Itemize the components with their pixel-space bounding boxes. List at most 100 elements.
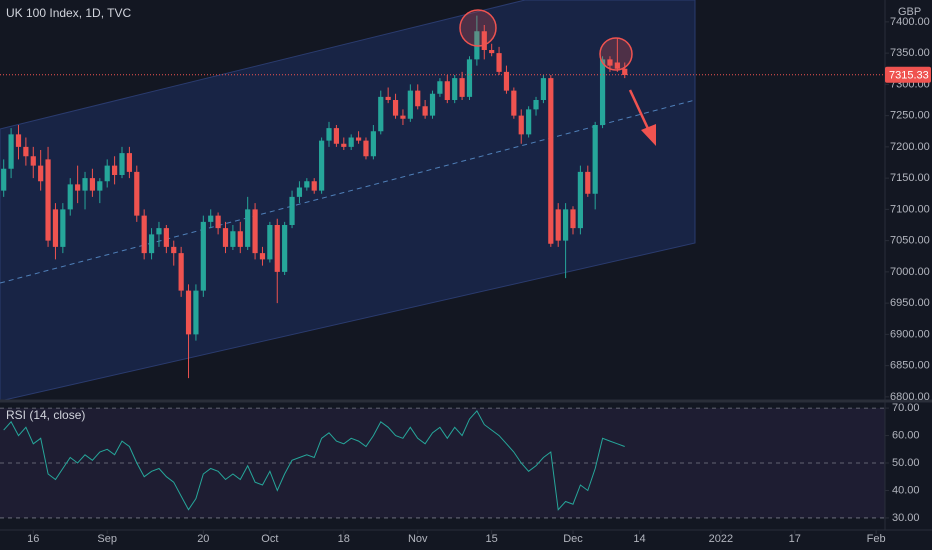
candle-body xyxy=(82,178,88,191)
x-tick-label: Oct xyxy=(261,533,278,545)
candle-body xyxy=(30,156,36,166)
candle-body xyxy=(341,143,347,147)
candle-body xyxy=(126,153,132,172)
arrow-shaft xyxy=(628,89,652,134)
candle-body xyxy=(289,196,295,225)
candle-body xyxy=(614,62,620,69)
y-tick-label: 7200.00 xyxy=(890,141,930,153)
y-tick-label: 60.00 xyxy=(892,429,920,441)
x-tick-label: 14 xyxy=(633,533,645,545)
candle-body xyxy=(533,100,539,110)
candle-body xyxy=(282,225,288,272)
y-tick-label: 7150.00 xyxy=(890,172,930,184)
y-tick-label: 7250.00 xyxy=(890,110,930,122)
candle-body xyxy=(38,165,44,182)
candle-body xyxy=(415,90,421,107)
candle-body xyxy=(326,128,332,141)
candle-body xyxy=(45,159,51,241)
candle-body xyxy=(185,290,192,335)
candle-body xyxy=(518,115,524,135)
top-circle xyxy=(459,9,497,47)
x-tick-label: Nov xyxy=(408,533,428,545)
candle-body xyxy=(407,90,413,119)
candle-body xyxy=(304,181,310,188)
candle-body xyxy=(200,221,206,291)
x-tick-label: Dec xyxy=(563,533,583,545)
candle-body xyxy=(452,78,458,100)
candle-body xyxy=(437,81,443,94)
channel-midline xyxy=(0,99,696,284)
candle-body xyxy=(252,209,258,254)
candle-body xyxy=(171,246,177,254)
candle-body xyxy=(429,93,436,116)
candle-body xyxy=(378,96,384,132)
candle-body xyxy=(75,184,81,191)
candle-body xyxy=(333,128,340,144)
candle-body xyxy=(555,209,561,241)
candle-body xyxy=(489,50,495,54)
top-circle xyxy=(599,37,633,71)
y-tick-label: 70.00 xyxy=(892,402,920,414)
candle-body xyxy=(577,171,583,229)
x-tick-label: 17 xyxy=(789,533,801,545)
candle-body xyxy=(156,228,162,235)
candle-body xyxy=(355,137,362,141)
candle-body xyxy=(15,134,22,147)
y-tick-label: 7000.00 xyxy=(890,266,930,278)
candle-body xyxy=(60,209,66,247)
y-tick-label: 6900.00 xyxy=(890,328,930,340)
y-tick-label: 7100.00 xyxy=(890,203,930,215)
y-tick-label: 50.00 xyxy=(892,457,920,469)
candle-body xyxy=(363,140,369,157)
candle-body xyxy=(548,78,554,244)
last-price-box xyxy=(885,66,931,83)
candle-body xyxy=(422,106,428,116)
channel-fill xyxy=(0,0,696,400)
candle-body xyxy=(503,71,510,91)
candle-body xyxy=(97,181,103,191)
candle-body xyxy=(67,184,73,210)
candle-body xyxy=(496,53,502,72)
candle-body xyxy=(52,209,59,247)
candle-body xyxy=(585,171,591,194)
candle-body xyxy=(622,68,628,75)
rsi-title: RSI (14, close) xyxy=(6,408,85,422)
candle-body xyxy=(259,253,266,260)
y-tick-label: 7350.00 xyxy=(890,47,930,59)
x-tick-label: 16 xyxy=(27,533,39,545)
candle-body xyxy=(444,81,450,100)
candle-body xyxy=(319,140,325,191)
candle-body xyxy=(570,209,576,229)
candle-body xyxy=(8,134,14,169)
candle-body xyxy=(459,78,465,97)
marks xyxy=(0,15,885,519)
candle-body xyxy=(466,59,473,97)
candle-body xyxy=(178,253,184,291)
x-tick-label: 2022 xyxy=(709,533,733,545)
candle-body xyxy=(89,178,96,191)
candle-body xyxy=(592,125,598,194)
candle-body xyxy=(111,165,118,175)
down-arrow xyxy=(628,89,656,146)
candle-body xyxy=(104,165,110,182)
candle-body xyxy=(119,153,125,175)
candle-body xyxy=(134,171,140,216)
candle-body xyxy=(526,109,532,135)
y-tick-label: 6800.00 xyxy=(890,391,930,403)
candle-body xyxy=(511,90,517,116)
y-tick-label: 40.00 xyxy=(892,484,920,496)
candle-body xyxy=(385,96,391,100)
candle-body xyxy=(607,59,613,66)
candle-body xyxy=(540,78,547,100)
channel xyxy=(0,0,696,400)
candle-body xyxy=(215,215,221,229)
candle-body xyxy=(274,225,280,272)
y-tick-label: 7400.00 xyxy=(890,16,930,28)
candle-body xyxy=(148,234,155,254)
x-tick-label: 18 xyxy=(338,533,350,545)
candle-body xyxy=(267,225,273,260)
candle-body xyxy=(163,228,169,247)
x-tick-label: Sep xyxy=(97,533,117,545)
candle-body xyxy=(222,228,229,247)
